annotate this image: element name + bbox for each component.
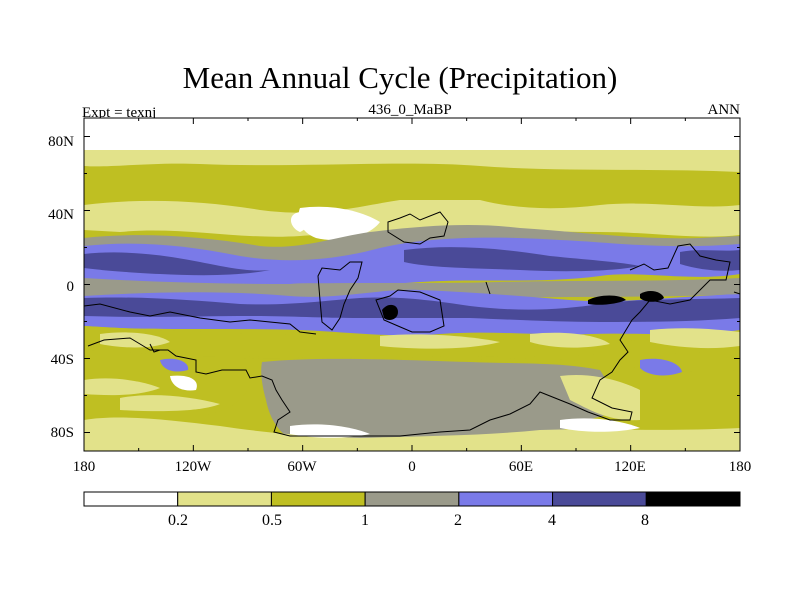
colorbar-label-0-2: 0.2 [168,512,188,529]
north-darkblue-west [84,252,270,276]
heavy-cell-indian-2 [640,291,664,302]
colorbar-swatch [177,491,272,507]
south-darkblue-band [84,297,740,322]
colorbar-swatch [364,491,460,507]
coastline-island [149,343,161,353]
colorbar-swatch [645,491,741,507]
lon-tick-120e: 120E [614,459,646,475]
north-midlat-pale [84,200,740,239]
coastline-east-dash-2 [733,291,741,295]
colorbar-label-8: 8 [641,512,649,529]
colorbar-label-1: 1 [361,512,369,529]
south-pale-patch-6 [84,378,160,396]
colorbar [83,491,741,507]
coastline-south-ridge [83,303,317,335]
south-pale-patch-7 [120,395,220,412]
map-fill [84,118,740,451]
colorbar-label-0-5: 0.5 [262,512,282,529]
coastlines [83,211,741,437]
south-dry-patch-3 [560,418,640,432]
south-blue-patch-2 [160,358,189,372]
lat-tick-40n: 40N [48,207,74,223]
gondwana-gray-interior [261,358,620,444]
north-pale-band [84,150,740,172]
lat-tick-40s: 40S [50,352,74,368]
lat-tick-eq: 0 [66,279,75,295]
experiment-label: Expt = texnj [82,105,157,121]
north-dry-patch-1 [298,206,380,241]
south-pale-patch-4 [650,328,740,349]
heavy-cell-indian-1 [588,295,626,305]
north-darkblue-pacific [680,250,740,271]
colorbar-swatch [458,491,554,507]
lon-tick-60w: 60W [287,459,317,475]
south-pale-patch-1 [100,332,170,348]
lon-tick-180e: 180 [728,459,752,475]
colorbar-swatch [552,491,647,507]
coastline-east-dash-1 [485,281,491,295]
south-pale-patch-3 [530,332,610,348]
lon-tick-0: 0 [408,459,416,475]
south-dry-patch-1 [170,375,197,391]
south-pale-band [84,417,740,451]
south-blue-patch-1 [640,358,682,376]
lon-tick-120w: 120W [174,459,212,475]
tick-marks [83,118,741,451]
lon-tick-180w: 180 [72,459,96,475]
colorbar-swatch [270,491,366,507]
colorbar-label-4: 4 [548,512,556,529]
coastline-central-ring [375,289,445,333]
south-pale-patch-5 [560,374,640,421]
plot-title: Mean Annual Cycle (Precipitation) [182,60,618,95]
lon-tick-60e: 60E [508,459,534,475]
season-label: ANN [707,102,741,118]
lat-tick-80s: 80S [50,425,74,441]
lat-tick-80n: 80N [48,134,74,150]
coastline-north-block [387,211,449,245]
south-pale-patch-2 [380,334,500,349]
north-darkblue-east [404,247,640,272]
colorbar-label-2: 2 [454,512,462,529]
colorbar-swatch [83,491,179,507]
south-dry-patch-2 [290,424,370,438]
coastline-west-block [317,261,363,331]
north-dry-patch-2 [290,212,309,232]
period-label: 436_0_MaBP [368,102,452,118]
heavy-cell-atlantic [382,304,398,320]
coastline-gondwana [87,243,731,437]
